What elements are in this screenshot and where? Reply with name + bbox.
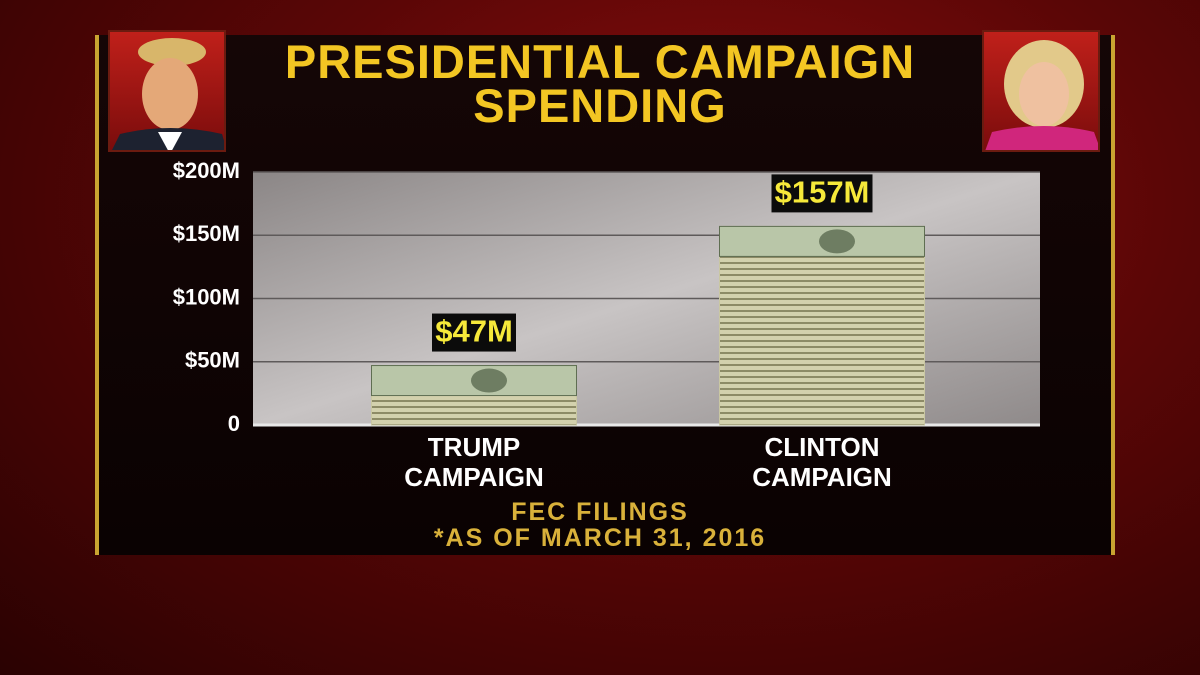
bill-portrait — [819, 229, 855, 254]
portrait-art — [985, 40, 1098, 150]
y-tick-label: $150M — [173, 221, 240, 246]
value-label-box — [771, 174, 873, 213]
portrait-left — [108, 30, 226, 152]
value-label-box — [432, 313, 516, 352]
note: FEC FILINGS — [511, 498, 689, 526]
value-label: $47M — [435, 314, 513, 349]
note: *AS OF MARCH 31, 2016 — [433, 524, 767, 552]
bill-portrait — [471, 368, 507, 393]
portrait-art — [112, 38, 224, 150]
y-tick-label: $100M — [173, 284, 240, 309]
x-tick-label: TRUMP CAMPAIGN — [404, 432, 544, 492]
bill-top — [371, 365, 577, 397]
value-label: $157M — [775, 175, 870, 210]
x-tick-label: CLINTON CAMPAIGN — [752, 432, 892, 492]
chart-title: PRESIDENTIAL CAMPAIGN SPENDING — [284, 35, 916, 132]
y-tick-label: 0 — [228, 411, 240, 436]
y-tick-label: $50M — [185, 348, 240, 373]
y-tick-label: $200M — [173, 158, 240, 183]
bar — [719, 225, 925, 426]
portrait-right — [982, 30, 1100, 152]
